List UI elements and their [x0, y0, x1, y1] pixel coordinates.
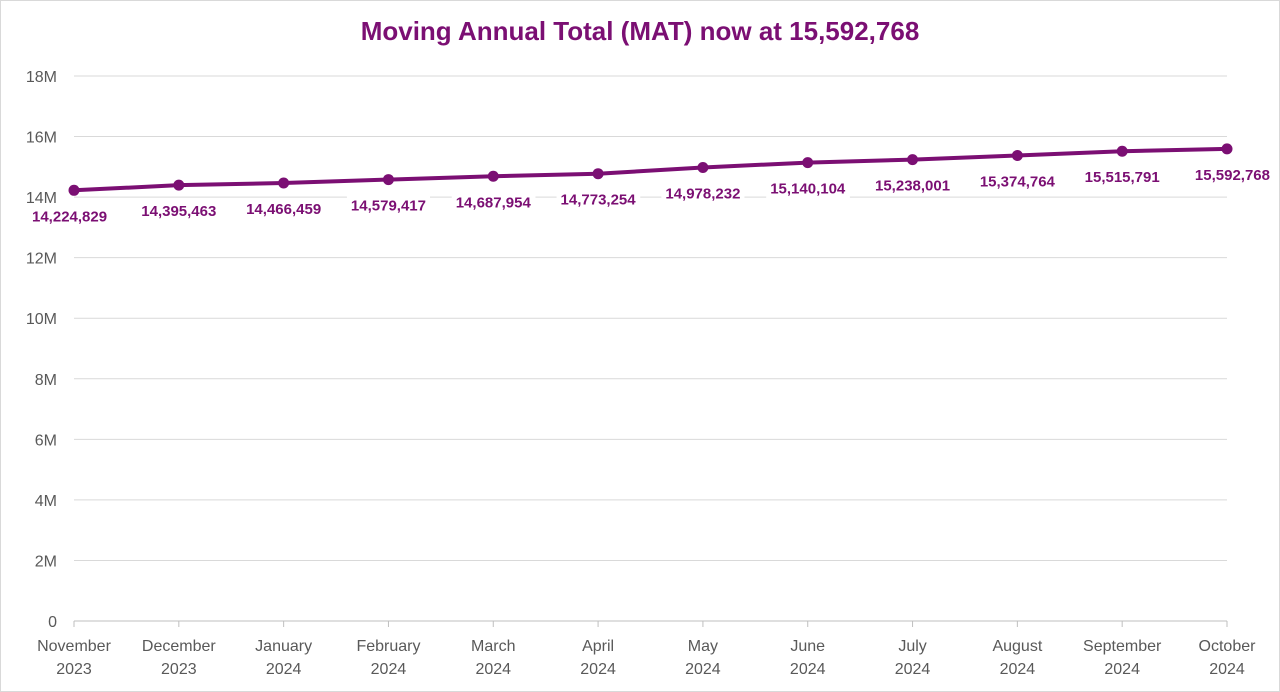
x-tick-label-year: 2024	[266, 661, 302, 678]
data-label: 15,515,791	[1085, 169, 1160, 186]
x-tick-label: November	[37, 638, 111, 655]
x-tick-label: July	[898, 638, 926, 655]
data-label-bg	[451, 192, 536, 213]
x-tick-label-year: 2024	[790, 661, 826, 678]
x-tick-label: August	[992, 638, 1042, 655]
data-point	[697, 161, 709, 173]
data-point	[1011, 149, 1023, 161]
data-point	[382, 174, 394, 186]
x-tick-label: October	[1199, 638, 1257, 655]
data-point	[907, 154, 919, 166]
x-tick-label-year: 2024	[475, 661, 511, 678]
data-point	[1221, 143, 1233, 155]
data-label: 14,687,954	[456, 194, 532, 211]
data-point	[68, 184, 80, 196]
x-tick-label: March	[471, 638, 515, 655]
y-tick-label: 14M	[26, 190, 57, 207]
data-label-bg	[1190, 164, 1274, 185]
data-label: 14,224,829	[32, 208, 107, 225]
data-label-bg	[346, 195, 430, 216]
x-tick-label: September	[1083, 638, 1162, 655]
data-label: 14,773,254	[561, 192, 637, 209]
x-tick-label-year: 2023	[161, 661, 197, 678]
y-tick-label: 0	[48, 614, 57, 631]
x-tick-label-year: 2024	[1209, 661, 1245, 678]
x-tick-label-year: 2024	[1000, 661, 1036, 678]
data-label: 14,466,459	[246, 201, 321, 218]
data-label-bg	[556, 189, 641, 210]
data-label-bg	[766, 178, 850, 199]
y-tick-label: 6M	[35, 432, 57, 449]
data-point	[802, 157, 814, 169]
x-tick-label-year: 2024	[580, 661, 616, 678]
data-label-bg	[137, 201, 221, 222]
data-point	[487, 170, 499, 182]
y-tick-label: 16M	[26, 130, 57, 147]
chart-title: Moving Annual Total (MAT) now at 15,592,…	[360, 16, 920, 46]
x-tick-label-year: 2024	[1104, 661, 1140, 678]
data-label-bg	[242, 198, 326, 219]
y-tick-label: 8M	[35, 372, 57, 389]
y-tick-label: 12M	[26, 251, 57, 268]
series-line	[72, 146, 1229, 193]
y-tick-label: 2M	[35, 553, 57, 570]
data-point	[278, 177, 290, 189]
x-tick-label: January	[255, 638, 312, 655]
x-tick-label-year: 2023	[56, 661, 92, 678]
data-label-bg	[1080, 167, 1164, 188]
data-label: 15,140,104	[770, 181, 846, 198]
data-label: 15,238,001	[875, 178, 950, 195]
data-label-bg	[871, 175, 955, 196]
data-label-bg	[661, 183, 745, 204]
data-point	[592, 168, 604, 180]
y-tick-label: 4M	[35, 493, 57, 510]
data-label-bg	[975, 171, 1060, 192]
x-tick-label: May	[688, 638, 718, 655]
data-point	[1116, 145, 1128, 157]
y-tick-label: 18M	[26, 69, 57, 86]
data-point	[173, 179, 185, 191]
x-tick-label: December	[142, 638, 216, 655]
x-tick-label: June	[790, 638, 825, 655]
data-label: 15,374,764	[980, 173, 1056, 190]
x-tick-label: February	[356, 638, 420, 655]
data-label: 15,592,768	[1195, 167, 1270, 184]
x-tick-label-year: 2024	[371, 661, 407, 678]
data-label: 14,395,463	[141, 203, 216, 220]
x-tick-label-year: 2024	[895, 661, 931, 678]
data-label-bg	[28, 206, 112, 227]
data-label: 14,579,417	[351, 198, 426, 215]
data-label: 14,978,232	[665, 185, 740, 202]
x-tick-label-year: 2024	[685, 661, 721, 678]
x-tick-label: April	[582, 638, 614, 655]
y-tick-label: 10M	[26, 311, 57, 328]
